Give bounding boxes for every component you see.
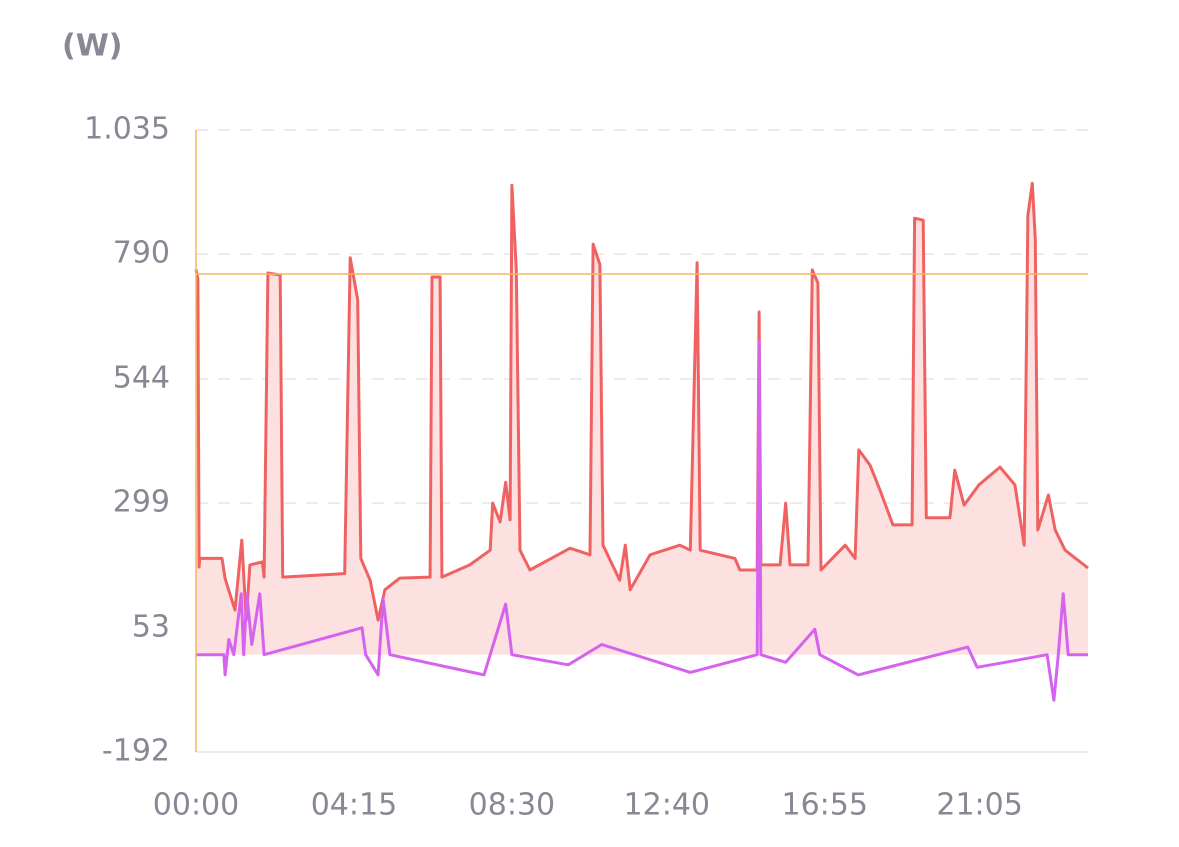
- y-tick-label: 790: [113, 236, 170, 271]
- y-tick-label: 299: [113, 485, 170, 520]
- x-tick-label: 16:55: [782, 788, 868, 823]
- x-tick-label: 08:30: [469, 788, 555, 823]
- x-tick-label: 04:15: [311, 788, 397, 823]
- x-tick-label: 00:00: [153, 788, 239, 823]
- x-tick-label: 21:05: [936, 788, 1022, 823]
- y-tick-label: -192: [102, 734, 170, 769]
- y-tick-label: 1.035: [84, 112, 170, 147]
- y-tick-label: 544: [113, 360, 170, 395]
- area: [196, 183, 1088, 655]
- line: [194, 181, 1089, 622]
- line: [196, 338, 1088, 702]
- x-tick-label: 12:40: [624, 788, 710, 823]
- y-tick-label: 53: [132, 609, 170, 644]
- y-axis-label: (W): [62, 29, 123, 64]
